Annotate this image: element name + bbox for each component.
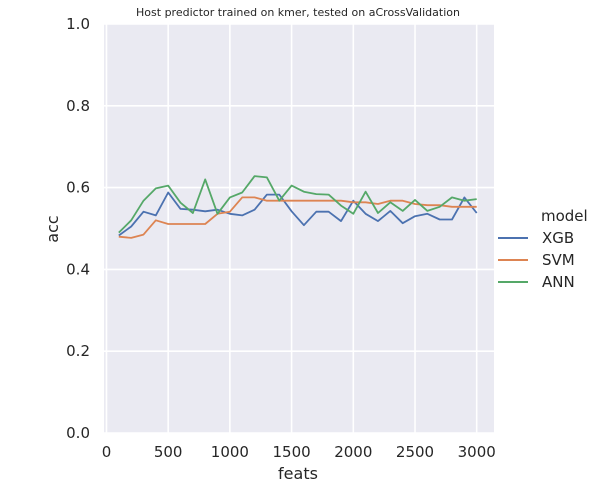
- x-tick-label: 1000: [211, 443, 249, 461]
- x-tick-label: 3000: [458, 443, 496, 461]
- series-line-xgb: [118, 191, 478, 237]
- legend-label-ann: ANN: [542, 273, 575, 291]
- x-tick-label: 0: [102, 443, 112, 461]
- chart-title: Host predictor trained on kmer, tested o…: [136, 6, 460, 19]
- x-tick-label: 1500: [273, 443, 311, 461]
- plot-area: [104, 24, 494, 433]
- y-axis-label: acc: [43, 215, 62, 242]
- series-line-ann: [118, 175, 477, 234]
- y-tick-label: 0.0: [66, 424, 90, 442]
- x-tick-label: 500: [154, 443, 183, 461]
- legend-label-xgb: XGB: [542, 229, 574, 247]
- legend-title: model: [541, 207, 588, 225]
- y-tick-label: 0.8: [66, 97, 90, 115]
- y-tick-labels: 0.0 0.2 0.4 0.6 0.8 1.0: [66, 15, 90, 442]
- y-tick-label: 0.6: [66, 179, 90, 197]
- x-tick-label: 2000: [334, 443, 372, 461]
- y-tick-label: 0.2: [66, 342, 90, 360]
- y-tick-label: 1.0: [66, 15, 90, 33]
- y-tick-label: 0.4: [66, 260, 90, 278]
- x-axis-label: feats: [278, 464, 318, 483]
- series-lines: [118, 175, 478, 239]
- legend-label-svm: SVM: [542, 251, 575, 269]
- x-tick-labels: 0 500 1000 1500 2000 2500 3000: [102, 443, 496, 461]
- series-line-svm: [118, 196, 477, 239]
- legend: model XGB SVM ANN: [498, 207, 588, 291]
- x-tick-label: 2500: [396, 443, 434, 461]
